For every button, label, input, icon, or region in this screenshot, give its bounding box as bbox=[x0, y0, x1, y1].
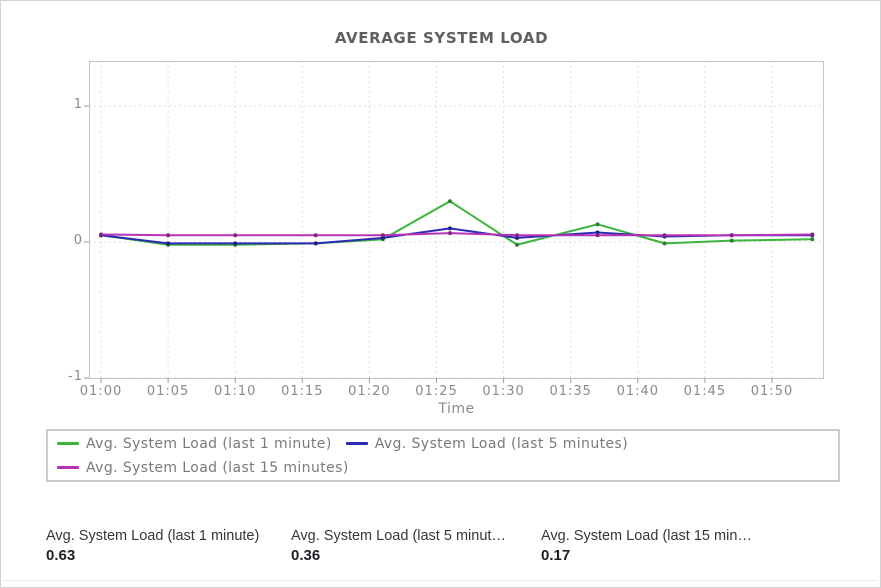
plot-area bbox=[84, 61, 824, 383]
data-point-marker bbox=[729, 233, 734, 238]
legend-swatch-blue bbox=[345, 442, 368, 445]
y-axis-tick-label: 0 bbox=[73, 233, 83, 248]
stat-last-5-minutes: Avg. System Load (last 5 minut… 0.36 bbox=[291, 527, 541, 566]
data-point-marker bbox=[447, 199, 452, 204]
x-axis-tick-label: 01:05 bbox=[146, 384, 190, 399]
chart-legend: Avg. System Load (last 1 minute) Avg. Sy… bbox=[46, 429, 840, 482]
y-axis-tick-label: 1 bbox=[73, 97, 83, 112]
chart-canvas bbox=[84, 61, 824, 383]
x-axis-tick-label: 01:35 bbox=[549, 384, 592, 399]
x-axis-title: Time bbox=[438, 401, 475, 417]
data-point-marker bbox=[380, 233, 385, 238]
data-point-marker bbox=[166, 233, 171, 238]
data-point-marker bbox=[166, 241, 171, 246]
x-axis-tick-label: 01:20 bbox=[348, 384, 391, 399]
data-point-marker bbox=[810, 237, 815, 242]
data-point-marker bbox=[99, 232, 103, 237]
stat-last-1-minute: Avg. System Load (last 1 minute) 0.63 bbox=[46, 527, 291, 566]
stat-value: 0.36 bbox=[291, 547, 321, 564]
data-point-marker bbox=[313, 233, 318, 238]
x-axis-tick-label: 01:25 bbox=[415, 384, 458, 399]
stat-value: 0.17 bbox=[541, 547, 571, 564]
stat-value: 0.63 bbox=[46, 547, 76, 564]
data-point-marker bbox=[729, 238, 734, 243]
data-point-marker bbox=[595, 222, 600, 227]
data-point-marker bbox=[447, 231, 452, 236]
legend-item-last-5-minutes[interactable]: Avg. System Load (last 5 minutes) bbox=[345, 435, 629, 452]
x-axis-tick-label: 01:00 bbox=[79, 384, 123, 399]
series-line bbox=[100, 200, 813, 246]
legend-row: Avg. System Load (last 15 minutes) bbox=[57, 456, 838, 480]
x-axis-tick-label: 01:50 bbox=[750, 384, 794, 399]
data-point-marker bbox=[313, 241, 318, 246]
data-point-marker bbox=[515, 233, 520, 238]
legend-item-last-1-minute[interactable]: Avg. System Load (last 1 minute) bbox=[57, 436, 332, 452]
y-axis-tick-label: -1 bbox=[68, 369, 83, 384]
x-axis-tick-label: 01:15 bbox=[281, 384, 324, 399]
legend-row: Avg. System Load (last 1 minute) Avg. Sy… bbox=[57, 432, 838, 456]
data-point-marker bbox=[810, 232, 815, 237]
series-line bbox=[100, 232, 813, 237]
data-point-marker bbox=[662, 241, 667, 246]
x-axis-tick-label: 01:45 bbox=[683, 384, 727, 399]
data-point-marker bbox=[233, 241, 238, 246]
legend-swatch-magenta bbox=[57, 466, 79, 469]
bottom-divider bbox=[3, 580, 878, 581]
summary-stats-row: Avg. System Load (last 1 minute) 0.63 Av… bbox=[46, 527, 791, 566]
x-axis-tick-label: 01:40 bbox=[616, 384, 660, 399]
data-point-marker bbox=[233, 233, 238, 238]
stat-label: Avg. System Load (last 1 minute) bbox=[46, 528, 260, 544]
data-point-marker bbox=[662, 233, 667, 238]
data-point-marker bbox=[595, 233, 600, 238]
legend-label: Avg. System Load (last 5 minutes) bbox=[374, 435, 629, 452]
x-axis-tick-label: 01:10 bbox=[213, 384, 257, 399]
stat-label: Avg. System Load (last 5 minut… bbox=[291, 528, 506, 544]
legend-label: Avg. System Load (last 1 minute) bbox=[86, 435, 332, 452]
data-point-marker bbox=[447, 226, 452, 231]
chart-title: AVERAGE SYSTEM LOAD bbox=[334, 29, 549, 47]
stat-last-15-minutes: Avg. System Load (last 15 min… 0.17 bbox=[541, 527, 791, 566]
stat-label: Avg. System Load (last 15 min… bbox=[541, 528, 752, 544]
legend-item-last-15-minutes[interactable]: Avg. System Load (last 15 minutes) bbox=[57, 460, 349, 476]
plot-border bbox=[89, 61, 824, 379]
x-axis-tick-label: 01:30 bbox=[482, 384, 525, 399]
legend-label: Avg. System Load (last 15 minutes) bbox=[86, 459, 349, 476]
legend-swatch-green bbox=[57, 442, 79, 445]
data-point-marker bbox=[515, 242, 520, 247]
